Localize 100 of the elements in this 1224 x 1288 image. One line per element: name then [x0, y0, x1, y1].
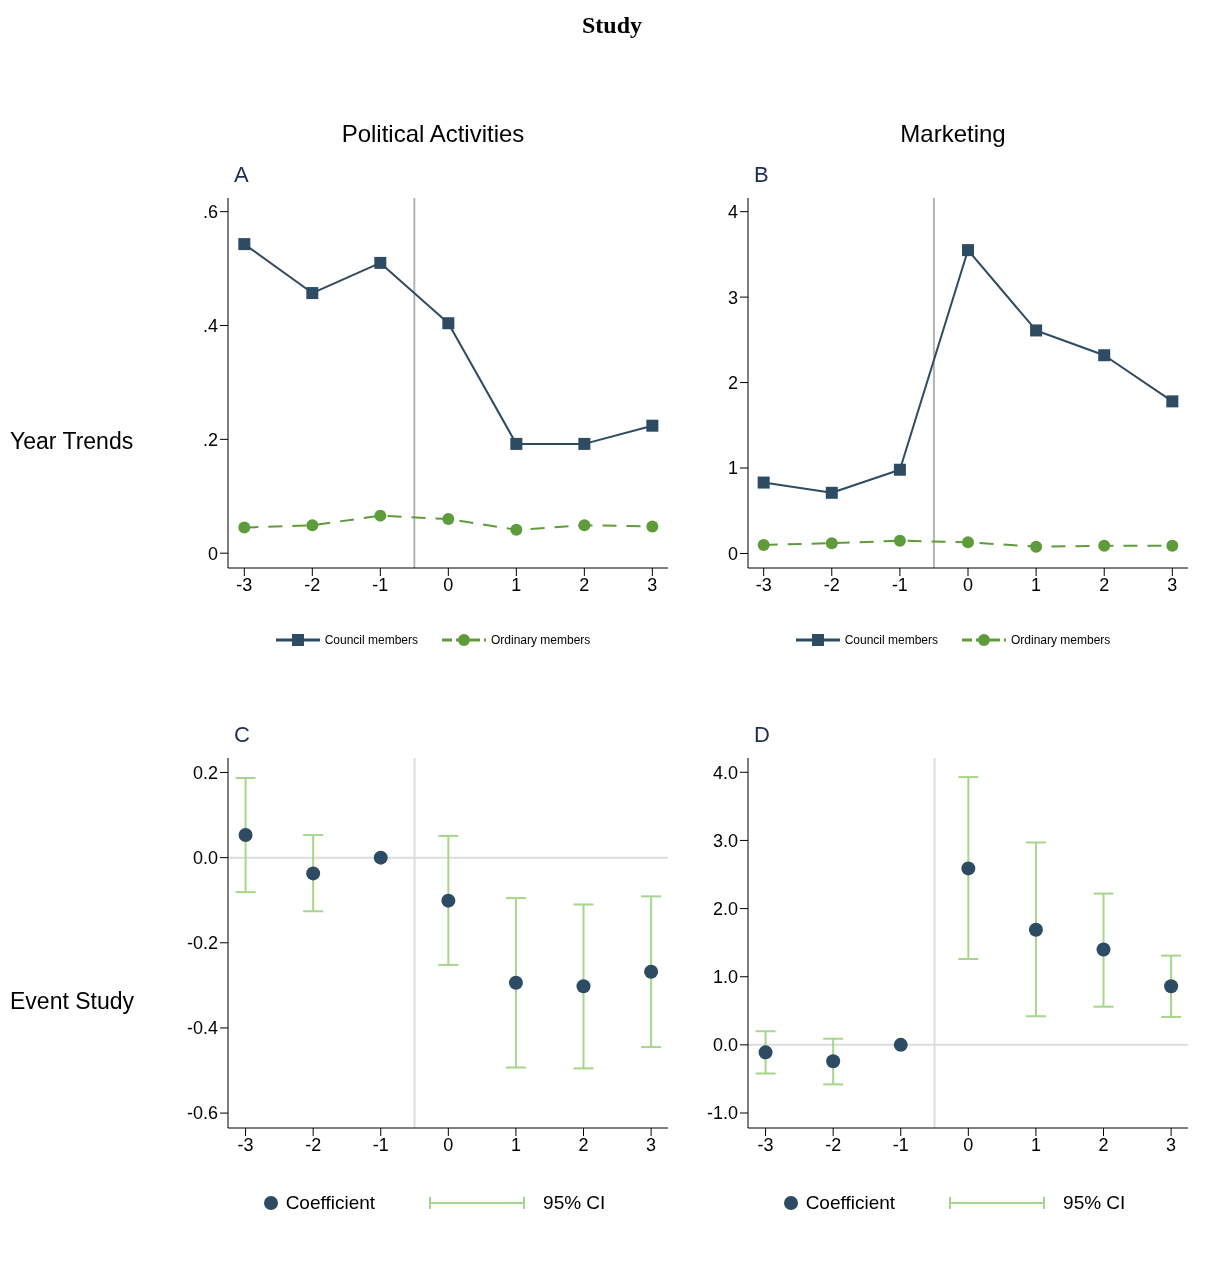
y-tick-label: 4 — [727, 202, 738, 223]
y-tick-label: -0.6 — [186, 1103, 218, 1124]
y-tick-label: 4.0 — [712, 762, 738, 783]
chart-title: C — [233, 722, 251, 748]
y-tick-label: 0.2 — [192, 762, 218, 783]
point — [374, 256, 387, 269]
x-tick-label: -3 — [755, 574, 772, 595]
point — [374, 509, 387, 522]
point — [1028, 922, 1043, 937]
y-tick-label: -0.2 — [186, 933, 218, 954]
y-tick-label: 0.0 — [192, 848, 218, 869]
point — [510, 437, 523, 450]
x-tick-label: 2 — [578, 1134, 589, 1155]
point — [962, 536, 974, 549]
point — [1030, 540, 1043, 553]
text: Study — [580, 12, 643, 39]
point — [757, 476, 770, 489]
y-tick-label: .2 — [202, 429, 218, 450]
legend-label: Ordinary members — [491, 633, 591, 647]
point — [1096, 942, 1111, 957]
x-tick-label: -2 — [304, 574, 321, 595]
point — [962, 244, 974, 257]
x-tick-label: 2 — [579, 574, 590, 595]
y-tick-label: 1 — [727, 458, 738, 479]
y-tick-label: 3 — [727, 287, 738, 308]
point — [825, 537, 838, 550]
point — [646, 520, 659, 533]
point — [1164, 979, 1179, 994]
point — [306, 866, 321, 881]
point — [1030, 324, 1043, 337]
point — [757, 538, 770, 551]
y-tick-label: 2 — [727, 372, 738, 393]
point — [893, 534, 906, 547]
y-axis-title: Event Study — [10, 988, 136, 1015]
point — [1166, 395, 1179, 408]
x-tick-label: -3 — [236, 574, 253, 595]
x-tick-label: 2 — [1098, 1134, 1109, 1155]
point — [510, 523, 523, 536]
point — [646, 419, 659, 432]
point — [893, 463, 906, 476]
point — [1098, 349, 1111, 362]
point — [1166, 539, 1179, 552]
point — [238, 828, 253, 843]
point — [758, 1045, 773, 1060]
x-tick-label: 1 — [1030, 1134, 1041, 1155]
x-tick-label: -3 — [237, 1134, 254, 1155]
legend-label: Council members — [324, 633, 418, 647]
y-tick-label: 0 — [207, 543, 218, 564]
point — [826, 1054, 841, 1069]
point — [238, 238, 251, 251]
y-tick-label: -1.0 — [706, 1103, 738, 1124]
legend-label: Council members — [844, 633, 938, 647]
x-tick-label: -1 — [891, 574, 908, 595]
point — [442, 513, 455, 526]
x-tick-label: 1 — [510, 1134, 521, 1155]
point — [441, 893, 456, 908]
x-tick-label: 1 — [1031, 574, 1042, 595]
y-tick-label: 2.0 — [712, 898, 738, 919]
x-tick-label: -2 — [823, 574, 840, 595]
point — [578, 519, 591, 532]
text: 95% CI — [1063, 1192, 1126, 1214]
point — [644, 964, 659, 979]
x-tick-label: 1 — [511, 574, 522, 595]
x-tick-label: 0 — [962, 574, 974, 595]
y-tick-label: 3.0 — [712, 830, 738, 851]
y-tick-label: 0.0 — [712, 1035, 738, 1056]
y-tick-label: -0.4 — [186, 1018, 218, 1039]
x-tick-label: 3 — [1167, 574, 1178, 595]
x-tick-label: 3 — [1166, 1134, 1177, 1155]
x-tick-label: -1 — [892, 1134, 909, 1155]
x-tick-label: -1 — [372, 1134, 389, 1155]
x-tick-label: -1 — [372, 574, 389, 595]
x-tick-label: -2 — [305, 1134, 322, 1155]
point — [1098, 539, 1111, 552]
point — [306, 287, 319, 300]
point — [442, 317, 455, 330]
y-tick-label: 0 — [727, 543, 738, 564]
point — [961, 861, 976, 876]
chart-title: A — [233, 162, 250, 188]
text: Marketing — [900, 120, 1006, 148]
point — [578, 437, 591, 450]
chart-title: D — [753, 722, 771, 748]
legend-label: Ordinary members — [1011, 633, 1111, 647]
point — [306, 519, 319, 532]
text: 95% CI — [543, 1192, 606, 1214]
x-tick-label: -3 — [757, 1134, 774, 1155]
y-tick-label: .6 — [202, 202, 218, 223]
point — [373, 850, 388, 865]
y-tick-label: .4 — [202, 315, 218, 336]
point — [576, 979, 591, 994]
point — [893, 1037, 908, 1052]
chart-title: B — [753, 162, 770, 188]
x-tick-label: 2 — [1099, 574, 1110, 595]
text: Political Activities — [341, 120, 525, 148]
point — [238, 521, 251, 534]
legend-label: Coefficient — [805, 1192, 896, 1214]
x-tick-label: 3 — [647, 574, 658, 595]
legend-label: Coefficient — [285, 1192, 376, 1214]
x-tick-label: 0 — [963, 1134, 974, 1155]
point — [508, 975, 523, 990]
